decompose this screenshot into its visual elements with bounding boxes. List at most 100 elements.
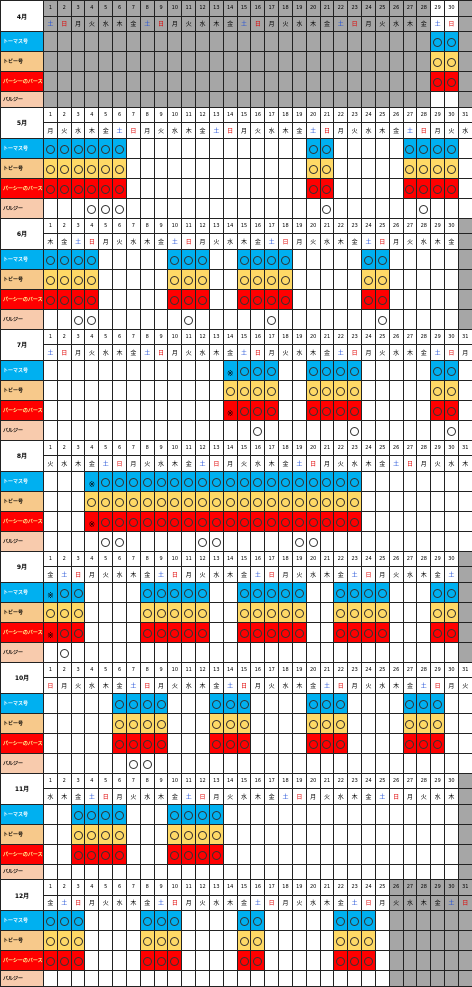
schedule-cell [458,931,472,951]
day-number: 22 [334,1,348,17]
schedule-cell [265,931,279,951]
schedule-cell [154,420,168,440]
schedule-cell [237,420,251,440]
day-number: 25 [375,662,389,678]
circle-icon [198,276,207,285]
day-number: 5 [99,107,113,123]
schedule-cell [431,380,445,400]
weekday: 水 [223,234,237,250]
event-row-bulgy: バルジー [1,92,472,108]
weekday: 木 [403,345,417,361]
circle-icon [447,145,456,154]
weekday: 月 [168,16,182,32]
schedule-cell [403,531,417,551]
schedule-cell [57,642,71,662]
schedule-cell [182,178,196,198]
weekday: 木 [223,567,237,583]
circle-icon [115,478,124,487]
schedule-cell [57,138,71,158]
schedule-cell [85,951,99,971]
event-row-toby: トビー号 [1,52,472,72]
schedule-cell [389,531,403,551]
schedule-cell [57,693,71,713]
day-number: 18 [279,440,293,456]
schedule-cell [292,52,306,72]
schedule-cell [126,138,140,158]
circle-icon [433,145,442,154]
schedule-cell [306,309,320,329]
schedule-cell [140,309,154,329]
weekday: 月 [44,123,58,139]
schedule-cell [362,931,376,951]
event-label-toby: トビー号 [1,824,44,844]
schedule-cell [57,249,71,269]
schedule-cell [348,511,362,531]
circle-icon [170,609,179,618]
weekday: 日 [445,16,459,32]
schedule-cell [196,824,210,844]
schedule-cell [320,289,334,309]
circle-icon [240,700,249,709]
schedule-cell [389,753,403,773]
circle-icon [447,58,456,67]
schedule-cell [71,864,85,880]
circle-icon [267,256,276,265]
day-number: 18 [279,107,293,123]
day-number: 11 [182,329,196,345]
day-number: 13 [209,551,223,567]
day-number: 26 [389,329,403,345]
circle-icon [115,165,124,174]
schedule-cell [431,642,445,662]
circle-icon [212,831,221,840]
circle-icon [253,937,262,946]
schedule-cell [113,138,127,158]
schedule-cell [140,158,154,178]
weekday: 日 [417,123,431,139]
schedule-cell [140,824,154,844]
schedule-cell [265,178,279,198]
event-label-thomas: トーマス号 [1,804,44,824]
schedule-cell [417,158,431,178]
schedule-cell [182,582,196,602]
weekday: 水 [99,345,113,361]
day-number: 24 [362,662,376,678]
schedule-cell [375,269,389,289]
weekday: 土 [334,345,348,361]
schedule-cell [292,844,306,864]
schedule-cell [85,289,99,309]
schedule-cell [126,693,140,713]
circle-icon [129,518,138,527]
circle-icon [433,165,442,174]
schedule-cell [320,622,334,642]
weekday: 日 [375,234,389,250]
weekday: 日 [389,789,403,805]
schedule-cell [292,693,306,713]
weekday: 日 [251,16,265,32]
day-number: 29 [431,440,445,456]
schedule-cell [445,804,459,824]
day-number: 1 [44,773,58,789]
schedule-cell [196,198,210,218]
schedule-cell [126,911,140,931]
schedule-cell [306,844,320,864]
circle-icon [447,387,456,396]
schedule-cell [57,178,71,198]
schedule-cell [320,531,334,551]
schedule-cell [182,713,196,733]
event-row-bulgy: バルジー [1,864,472,880]
schedule-cell [182,289,196,309]
schedule-cell [306,511,320,531]
circle-icon [322,367,331,376]
circle-icon [253,407,262,416]
schedule-cell [99,804,113,824]
schedule-cell [251,844,265,864]
weekday: 火 [417,789,431,805]
schedule-cell [320,582,334,602]
schedule-cell [140,491,154,511]
schedule-cell [306,158,320,178]
circle-icon [364,917,373,926]
schedule-cell [320,693,334,713]
schedule-cell [113,269,127,289]
schedule-cell [389,864,403,880]
schedule-cell [348,249,362,269]
